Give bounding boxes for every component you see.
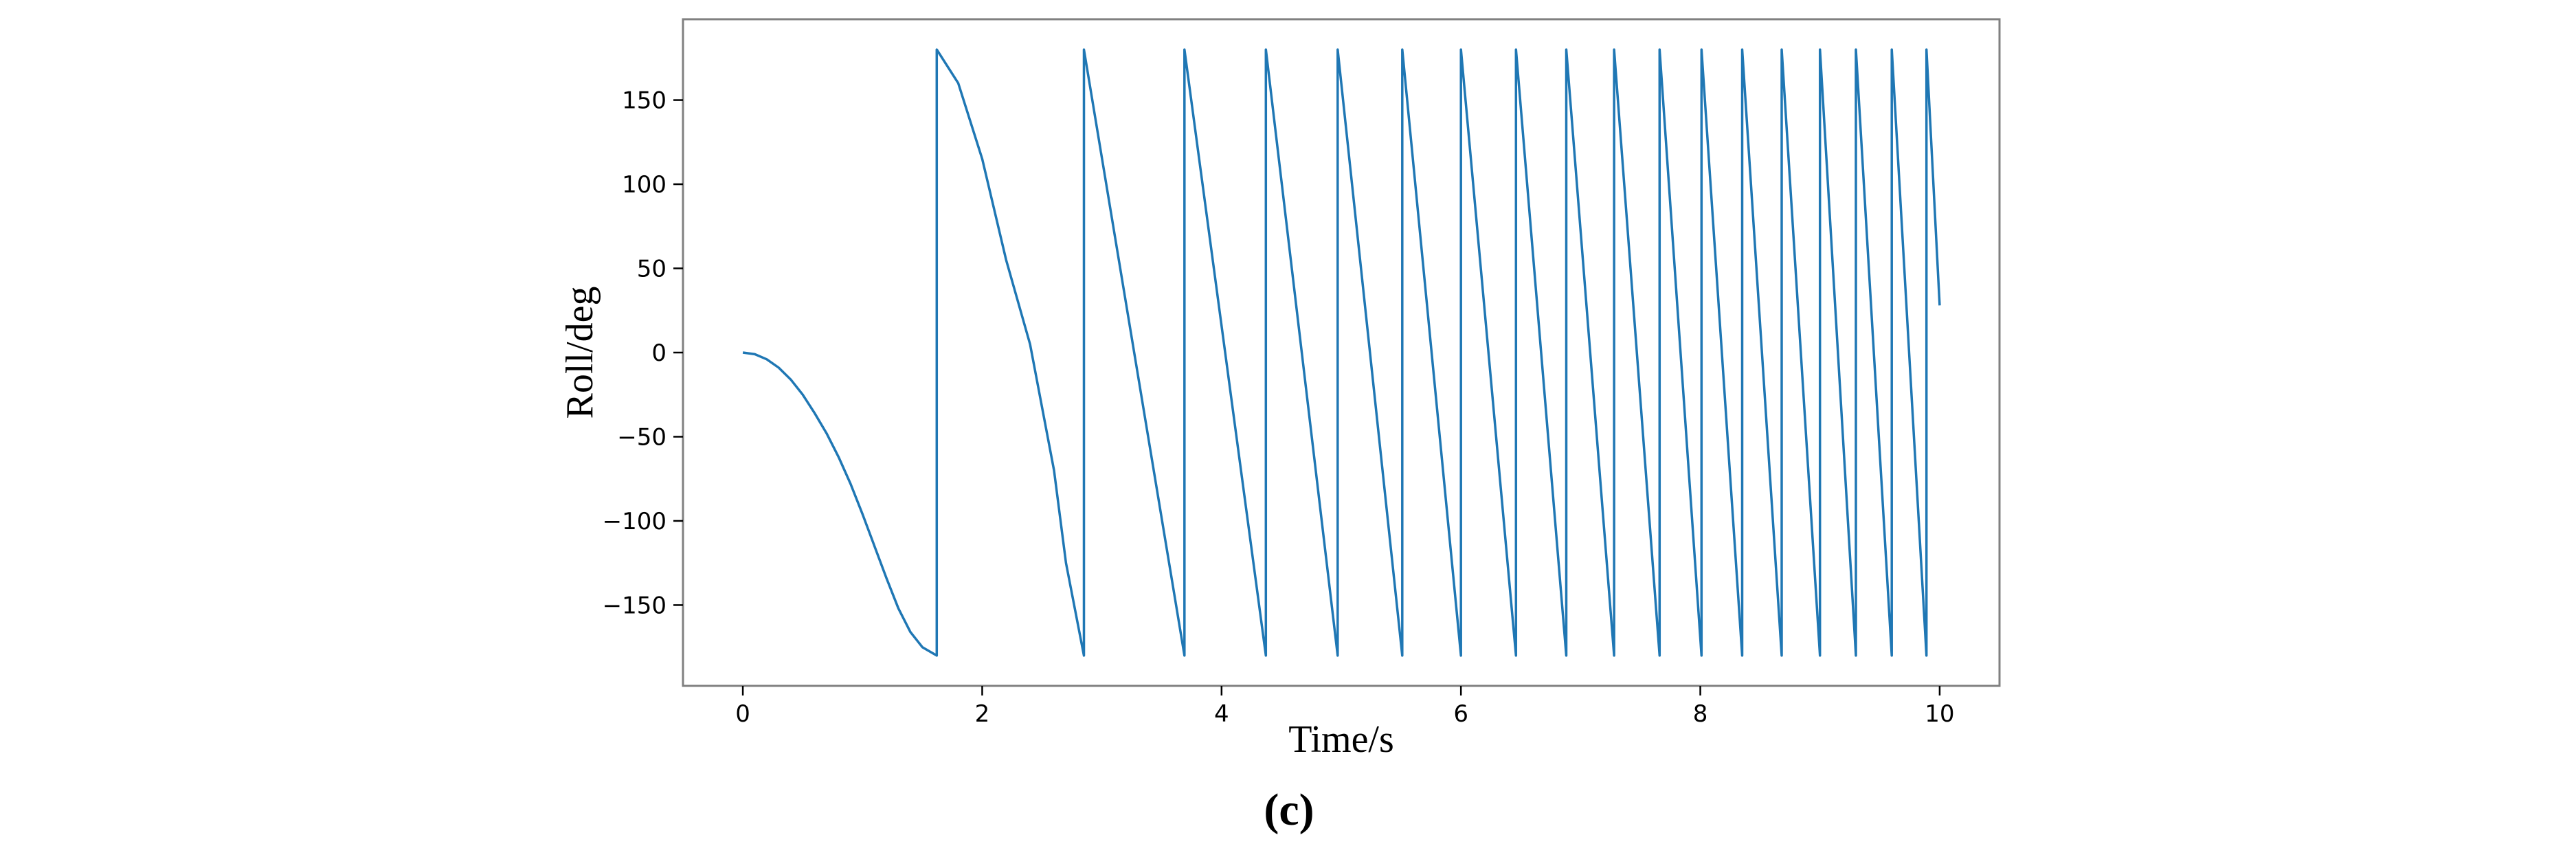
x-axis-title: Time/s xyxy=(1288,718,1394,761)
y-tick-label: 100 xyxy=(622,171,667,199)
y-tick-label: −150 xyxy=(603,592,667,619)
x-tick-label: 4 xyxy=(1214,700,1229,728)
x-tick-label: 8 xyxy=(1693,700,1708,728)
y-tick-label: −100 xyxy=(603,508,667,535)
x-axis-ticks: 0 2 4 6 8 10 xyxy=(735,686,1955,728)
y-axis-title: Roll/deg xyxy=(559,287,601,419)
x-tick-label: 6 xyxy=(1453,700,1468,728)
y-axis-ticks: −150 −100 −50 0 50 100 150 xyxy=(603,87,683,619)
x-tick-label: 2 xyxy=(975,700,990,728)
x-tick-label: 0 xyxy=(735,700,750,728)
y-tick-label: 150 xyxy=(622,87,667,115)
y-tick-label: 50 xyxy=(637,256,667,283)
y-tick-label: −50 xyxy=(617,423,667,451)
panel-label: (c) xyxy=(1264,785,1314,835)
x-tick-label: 10 xyxy=(1925,700,1954,728)
roll-series-line xyxy=(742,48,1941,657)
y-tick-label: 0 xyxy=(651,339,667,367)
